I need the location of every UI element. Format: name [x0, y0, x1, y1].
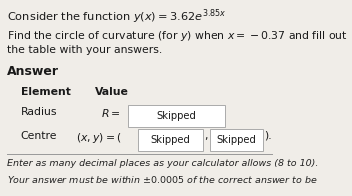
Text: Value: Value — [95, 87, 129, 97]
Text: $R =$: $R =$ — [101, 107, 120, 119]
Text: $(x, y) = ($: $(x, y) = ($ — [76, 131, 121, 145]
Text: Centre: Centre — [21, 131, 57, 141]
FancyBboxPatch shape — [128, 105, 225, 127]
Text: ,: , — [205, 131, 208, 141]
Text: the table with your answers.: the table with your answers. — [7, 45, 162, 55]
Text: Skipped: Skipped — [151, 135, 191, 145]
Text: Skipped: Skipped — [216, 135, 256, 145]
Text: Find the circle of curvature (for $y$) when $x = -0.37$ and fill out: Find the circle of curvature (for $y$) w… — [7, 29, 348, 43]
Text: ).: ). — [264, 131, 272, 141]
Text: Skipped: Skipped — [157, 111, 196, 121]
Text: Your answer must be within $\pm 0.0005$ of the correct answer to be: Your answer must be within $\pm 0.0005$ … — [7, 174, 318, 185]
Text: Radius: Radius — [21, 107, 57, 117]
Text: Enter as many decimal places as your calculator allows (8 to 10).: Enter as many decimal places as your cal… — [7, 159, 318, 168]
FancyBboxPatch shape — [138, 129, 203, 151]
FancyBboxPatch shape — [209, 129, 263, 151]
Text: Consider the function $y(x) = 3.62e^{3.85x}$: Consider the function $y(x) = 3.62e^{3.8… — [7, 7, 226, 26]
Text: Answer: Answer — [7, 65, 59, 78]
Text: Element: Element — [21, 87, 70, 97]
